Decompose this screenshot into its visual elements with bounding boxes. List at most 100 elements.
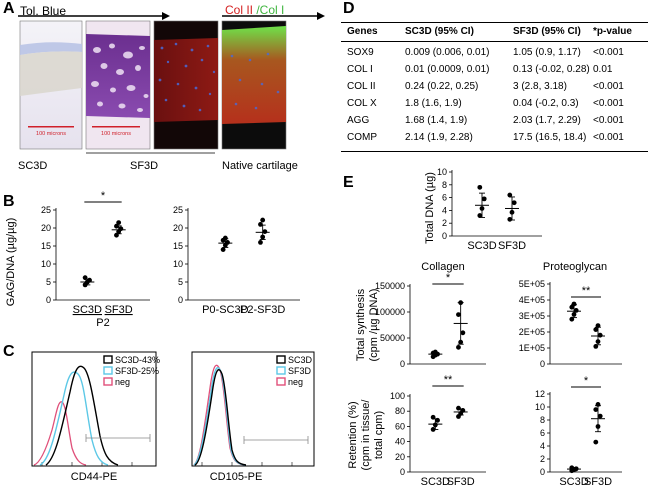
- sc3d-surface-layer: [20, 42, 82, 55]
- data-point: [597, 413, 603, 419]
- table-cell-row-comp: <0.001: [593, 132, 624, 143]
- x-tick-label: SF3D: [447, 476, 475, 488]
- table-cell-row-sox9: 1.05 (0.9, 1.17): [513, 47, 581, 58]
- table-cell-row-agg: AGG: [347, 115, 370, 126]
- significance-marker: **: [444, 374, 453, 386]
- cd44-sc3d-curve: [45, 365, 119, 466]
- y-tick-label: 0: [46, 295, 51, 305]
- table-cell-row-col2: COL II: [347, 81, 376, 92]
- data-point: [481, 196, 487, 202]
- panel-b-ylabel: GAG/DNA (µg/µg): [5, 218, 17, 306]
- cd44-legend-sf3d-swatch: [103, 366, 113, 375]
- table-cell-row-sox9: SOX9: [347, 47, 374, 58]
- x-tick-label: SC3D: [559, 476, 588, 488]
- significance-marker: *: [446, 272, 451, 284]
- data-point: [220, 247, 226, 252]
- cd105-legend-sf3d-swatch: [276, 366, 286, 375]
- cd105-ticks: [201, 462, 293, 466]
- y-tick-label: 20: [41, 223, 51, 233]
- significance-marker: **: [582, 285, 591, 297]
- caption-sc3d: SC3D: [18, 160, 48, 172]
- y-tick-label: 25: [41, 205, 51, 215]
- y-tick-label: 6: [540, 428, 545, 438]
- y-tick-label: 4: [442, 205, 447, 215]
- x-tick-label: SF3D: [498, 240, 526, 252]
- sf3d-matrix: [86, 34, 150, 118]
- table-cell-row-col10: <0.001: [593, 98, 624, 109]
- caption-sf3d: SF3D: [130, 160, 159, 172]
- y-tick-label: 0: [442, 231, 447, 241]
- table-cell-row-col10: COL X: [347, 98, 377, 109]
- y-tick-label: 25: [173, 205, 183, 215]
- table-cell-row-col1: 0.13 (-0.02, 0.28): [513, 64, 590, 75]
- gene-table: Genes SC3D (95% CI) SF3D (95% CI) *p-val…: [341, 22, 648, 152]
- table-cell-row-col2: <0.001: [593, 81, 624, 92]
- native-stain: [222, 26, 286, 124]
- table-cell-row-agg: 2.03 (1.7, 2.29): [513, 115, 581, 126]
- table-cell-row-col2: 3 (2.8, 3.18): [513, 81, 567, 92]
- y-tick-label: 0: [540, 359, 545, 369]
- proteoglycan-synthesis-plot: 0 1E+05 2E+05 3E+05 4E+05 5E+05 **: [519, 279, 622, 369]
- y-tick-label: 2E+05: [519, 327, 545, 337]
- table-cell-row-agg: <0.001: [593, 115, 624, 126]
- panel-a-letter: A: [3, 0, 15, 17]
- cd44-legend-sc3d-swatch: [103, 355, 113, 364]
- data-point: [456, 312, 461, 317]
- x-tick-label: SC3D: [73, 304, 102, 316]
- dna-plot: 0 2 4 6 8 10 SC3D SF3D: [437, 167, 542, 252]
- collagen-title: Collagen: [421, 261, 464, 273]
- y-tick-label: 3E+05: [519, 311, 545, 321]
- native-nuclei: [230, 52, 280, 110]
- y-tick-label: 5: [46, 277, 51, 287]
- significance-marker: *: [584, 375, 589, 387]
- immuno-label: Col II /Col I: [225, 3, 284, 17]
- caption-native: Native cartilage: [222, 160, 298, 172]
- collagen-synthesis-plot: 0 50000 100000 150000 *: [375, 272, 486, 369]
- table-cell-row-comp: 2.14 (1.9, 2.28): [405, 132, 473, 143]
- synthesis-ylabel-2: (cpm /µg DNA): [368, 289, 380, 362]
- y-tick-label: 10: [41, 259, 51, 269]
- y-tick-label: 2: [540, 454, 545, 464]
- y-tick-label: 15: [173, 241, 183, 251]
- table-header-sc3d: SC3D (95% CI): [405, 26, 474, 37]
- y-tick-label: 20: [173, 223, 183, 233]
- retention-ylabel-1: Retention (%): [347, 401, 359, 468]
- x-tick-label: SF3D: [584, 476, 612, 488]
- data-point: [507, 192, 513, 198]
- y-tick-label: 0: [540, 467, 545, 477]
- panel-c-letter: C: [3, 343, 15, 360]
- y-tick-label: 12: [535, 389, 545, 399]
- x-tick-label: SC3D: [467, 240, 496, 252]
- table-cell-row-col1: 0.01 (0.0009, 0.01): [405, 64, 490, 75]
- sf3d-lacunae: [91, 43, 149, 112]
- y-tick-label: 8: [540, 415, 545, 425]
- data-point: [258, 222, 263, 227]
- table-header-genes: Genes: [347, 26, 378, 37]
- x-tick-label: P2-SF3D: [240, 304, 285, 316]
- cd44-xlabel: CD44-PE: [71, 471, 117, 483]
- scale-bar-2-label: 100 microns: [101, 131, 131, 137]
- col1-label: /Col I: [253, 3, 285, 17]
- cd44-histogram-frame: [31, 351, 157, 467]
- data-point: [507, 216, 513, 222]
- cd105-legend-sf3d: SF3D: [288, 366, 312, 376]
- table-cell-row-col10: 1.8 (1.6, 1.9): [405, 98, 462, 109]
- y-tick-label: 100: [390, 391, 405, 401]
- table-cell-row-sox9: <0.001: [593, 47, 624, 58]
- table-header-sf3d: SF3D (95% CI): [513, 26, 581, 37]
- tolblue-label: Tol. Blue: [20, 4, 67, 18]
- panel-b-group-label: P2: [96, 317, 109, 329]
- col2-label: Col II: [225, 3, 254, 17]
- data-point: [477, 184, 483, 190]
- data-point: [262, 229, 268, 234]
- y-tick-label: 10: [173, 259, 183, 269]
- y-tick-label: 100000: [375, 307, 405, 317]
- y-tick-label: 4E+05: [519, 295, 545, 305]
- data-point: [456, 344, 461, 350]
- cd105-xlabel: CD105-PE: [210, 471, 263, 483]
- data-point: [597, 332, 603, 338]
- y-tick-label: 10: [437, 167, 447, 177]
